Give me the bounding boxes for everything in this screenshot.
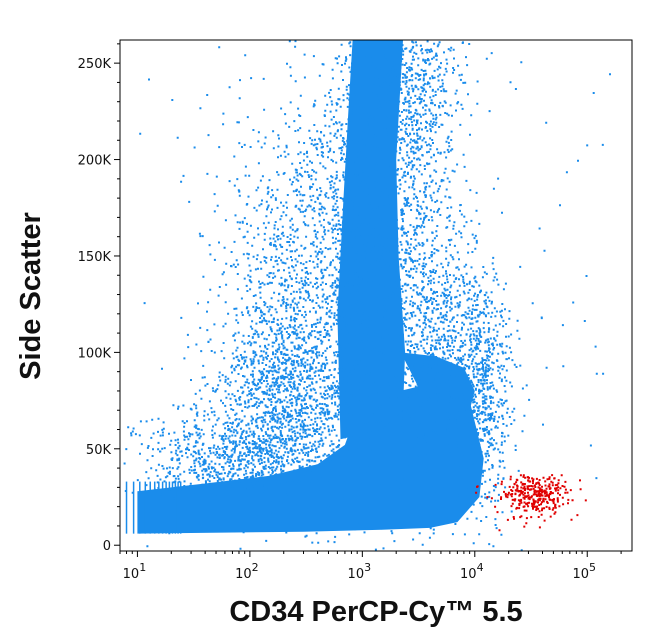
y-axis-title: Side Scatter bbox=[15, 212, 47, 380]
population-red-dots bbox=[475, 474, 587, 532]
x-axis: 101 102 103 104 105 bbox=[119, 551, 622, 582]
y-tick-label: 0 bbox=[103, 539, 111, 554]
y-axis: 0 50K 100K 150K 200K 250K bbox=[78, 43, 120, 554]
x-tick-label: 105 bbox=[572, 561, 596, 582]
y-tick-label: 100K bbox=[78, 346, 112, 361]
population-blue bbox=[123, 40, 611, 552]
x-tick-label: 104 bbox=[460, 561, 484, 582]
y-tick-label: 250K bbox=[78, 57, 112, 72]
x-axis-title: CD34 PerCP-Cy™ 5.5 bbox=[229, 596, 522, 628]
y-tick-label: 50K bbox=[86, 443, 112, 458]
x-tick-label: 102 bbox=[235, 561, 259, 582]
y-tick-label: 150K bbox=[78, 250, 112, 265]
plot-frame bbox=[119, 39, 633, 552]
x-tick-label: 103 bbox=[348, 561, 372, 582]
x-tick-label: 101 bbox=[123, 561, 147, 582]
population-red bbox=[475, 474, 587, 532]
y-tick-label: 200K bbox=[78, 154, 112, 169]
